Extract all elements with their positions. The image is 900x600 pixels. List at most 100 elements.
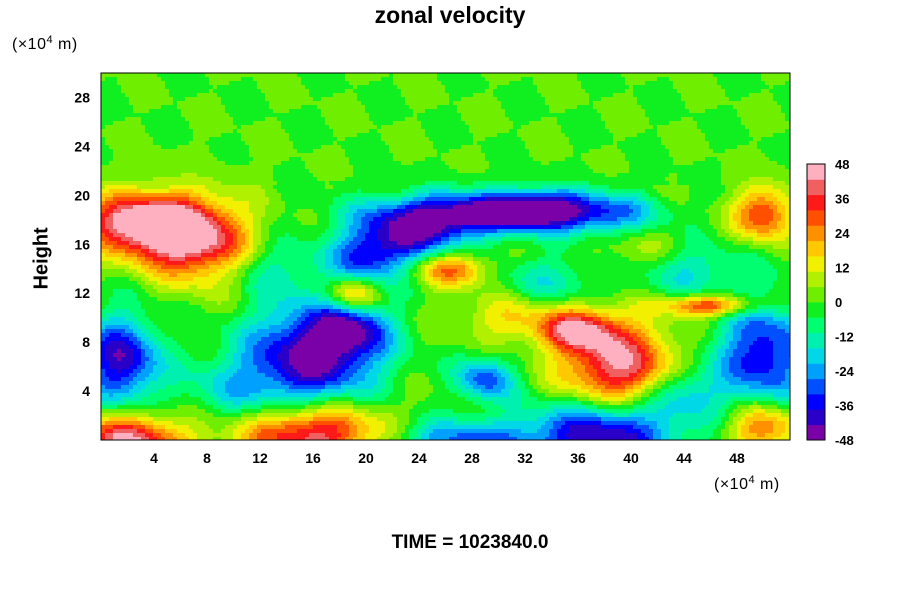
heatmap-cell	[729, 117, 733, 121]
heatmap-cell	[665, 173, 669, 177]
heatmap-cell	[129, 161, 133, 165]
heatmap-cell	[717, 81, 721, 85]
heatmap-cell	[733, 157, 737, 161]
heatmap-cell	[645, 121, 649, 125]
heatmap-cell	[433, 177, 437, 181]
heatmap-cell	[401, 105, 405, 109]
heatmap-cell	[589, 101, 593, 105]
heatmap-cell	[701, 141, 705, 145]
heatmap-cell	[413, 129, 417, 133]
heatmap-cell	[173, 145, 177, 149]
heatmap-cell	[589, 185, 593, 189]
heatmap-cell	[141, 181, 145, 185]
heatmap-cell	[557, 101, 561, 105]
heatmap-cell	[577, 125, 581, 129]
heatmap-cell	[353, 81, 357, 85]
heatmap-cell	[145, 169, 149, 173]
heatmap-cell	[661, 181, 665, 185]
heatmap-cell	[413, 85, 417, 89]
heatmap-cell	[493, 89, 497, 93]
heatmap-cell	[497, 101, 501, 105]
heatmap-cell	[397, 181, 401, 185]
heatmap-cell	[337, 117, 341, 121]
heatmap-cell	[317, 125, 321, 129]
heatmap-cell	[293, 93, 297, 97]
heatmap-cell	[193, 137, 197, 141]
heatmap-cell	[125, 133, 129, 137]
heatmap-cell	[149, 97, 153, 101]
heatmap-cell	[453, 181, 457, 185]
heatmap-cell	[325, 173, 329, 177]
heatmap-cell	[509, 121, 513, 125]
heatmap-cell	[357, 181, 361, 185]
heatmap-cell	[733, 109, 737, 113]
heatmap-cell	[553, 85, 557, 89]
heatmap-cell	[485, 185, 489, 189]
heatmap-cell	[233, 157, 237, 161]
heatmap-cell	[641, 105, 645, 109]
heatmap-cell	[581, 145, 585, 149]
heatmap-cell	[221, 181, 225, 185]
heatmap-cell	[113, 77, 117, 81]
heatmap-cell	[425, 109, 429, 113]
heatmap-cell	[601, 137, 605, 141]
heatmap-cell	[533, 157, 537, 161]
heatmap-cell	[429, 101, 433, 105]
heatmap-cell	[477, 97, 481, 101]
heatmap-cell	[145, 105, 149, 109]
heatmap-cell	[345, 157, 349, 161]
heatmap-cell	[685, 141, 689, 145]
heatmap-cell	[529, 85, 533, 89]
heatmap-cell	[777, 177, 781, 181]
heatmap-cell	[305, 77, 309, 81]
heatmap-cell	[365, 149, 369, 153]
heatmap-cell	[237, 97, 241, 101]
heatmap-cell	[249, 117, 253, 121]
heatmap-cell	[369, 77, 373, 81]
heatmap-cell	[397, 117, 401, 121]
heatmap-cell	[145, 165, 149, 169]
heatmap-cell	[737, 173, 741, 177]
heatmap-cell	[761, 101, 765, 105]
heatmap-cell	[177, 145, 181, 149]
heatmap-cell	[513, 149, 517, 153]
y-unit-exponent: 4	[46, 34, 54, 46]
heatmap-cell	[245, 177, 249, 181]
heatmap-cell	[173, 93, 177, 97]
heatmap-cell	[565, 157, 569, 161]
heatmap-cell	[521, 77, 525, 81]
heatmap-cell	[749, 173, 753, 177]
heatmap-cell	[109, 81, 113, 85]
heatmap-cell	[369, 105, 373, 109]
heatmap-cell	[193, 73, 197, 77]
heatmap-cell	[621, 117, 625, 121]
heatmap-cell	[493, 157, 497, 161]
heatmap-cell	[521, 97, 525, 101]
heatmap-cell	[425, 81, 429, 85]
heatmap-cell	[181, 129, 185, 133]
heatmap-cell	[205, 133, 209, 137]
heatmap-cell	[141, 73, 145, 77]
heatmap-cell	[429, 149, 433, 153]
heatmap-cell	[645, 149, 649, 153]
heatmap-cell	[349, 89, 353, 93]
heatmap-cell	[177, 149, 181, 153]
heatmap-cell	[693, 81, 697, 85]
heatmap-cell	[493, 101, 497, 105]
heatmap-cell	[441, 117, 445, 121]
heatmap-cell	[741, 113, 745, 117]
heatmap-cell	[277, 93, 281, 97]
heatmap-cell	[781, 93, 785, 97]
heatmap-cell	[657, 73, 661, 77]
heatmap-cell	[401, 137, 405, 141]
heatmap-cell	[305, 133, 309, 137]
heatmap-cell	[325, 169, 329, 173]
heatmap-cell	[297, 149, 301, 153]
heatmap-cell	[673, 85, 677, 89]
heatmap-cell	[633, 177, 637, 181]
heatmap-cell	[193, 85, 197, 89]
heatmap-cell	[389, 85, 393, 89]
heatmap-cell	[465, 169, 469, 173]
heatmap-cell	[733, 125, 737, 129]
heatmap-cell	[461, 73, 465, 77]
